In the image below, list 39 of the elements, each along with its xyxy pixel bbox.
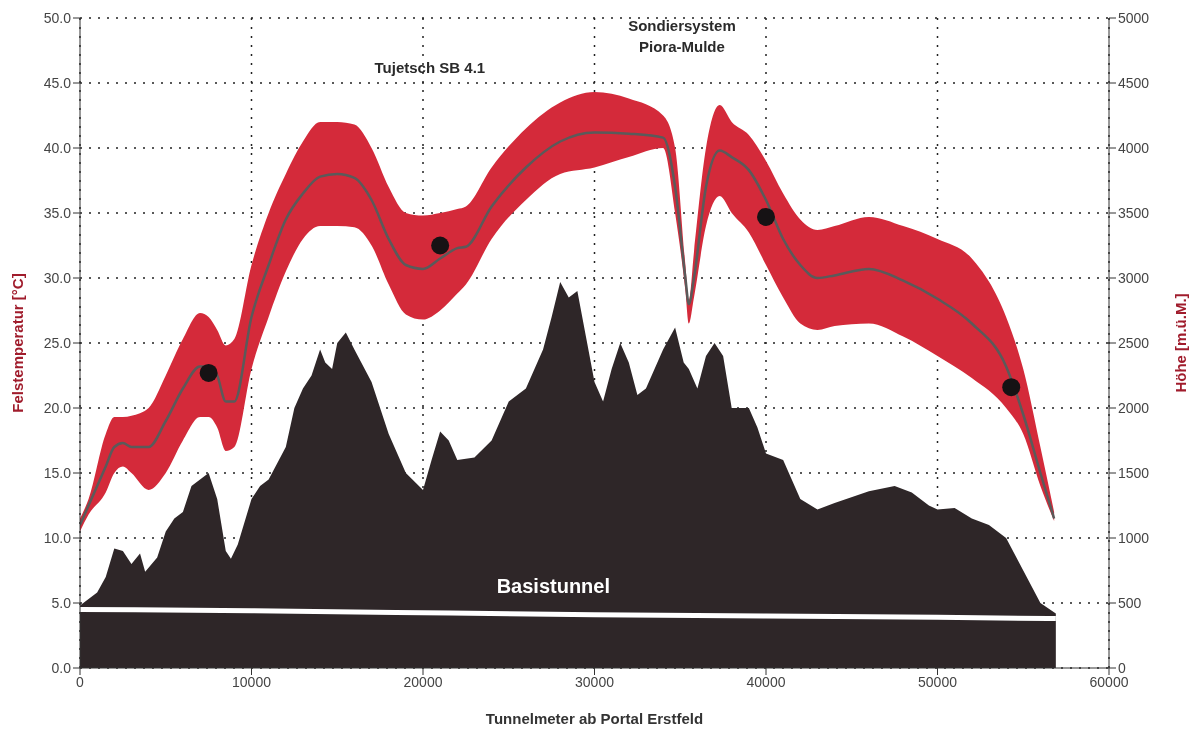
y-tick-label: 15.0 <box>43 464 72 481</box>
x-tick-label: 10000 <box>232 673 272 690</box>
y-tick-label: 25.0 <box>43 334 72 351</box>
y-tick-label: 35.0 <box>43 204 72 221</box>
point <box>431 236 450 255</box>
y2-tick-label: 4000 <box>1118 139 1150 156</box>
y-tick-label: 10.0 <box>43 529 72 546</box>
y-tick-label: 45.0 <box>43 74 72 91</box>
y-tick-label: 30.0 <box>43 269 72 286</box>
y2-tick-label: 3500 <box>1118 204 1150 221</box>
y-axis-title: Felstemperatur [°C] <box>9 273 27 413</box>
y2-tick-label: 2500 <box>1118 334 1150 351</box>
x-tick-label: 0 <box>76 673 85 690</box>
y2-tick-label: 1000 <box>1118 529 1150 546</box>
x-tick-label: 30000 <box>575 673 615 690</box>
annotation: Basistunnel <box>496 575 611 598</box>
y2-tick-label: 1500 <box>1118 464 1150 481</box>
y2-tick-label: 500 <box>1118 594 1142 611</box>
annotation: Tujetsch SB 4.1 <box>374 59 486 77</box>
y-tick-label: 40.0 <box>43 139 72 156</box>
y2-tick-label: 0 <box>1118 659 1126 676</box>
y2-axis-title: Höhe [m.ü.M.] <box>1172 293 1190 393</box>
y2-tick-label: 4500 <box>1118 74 1150 91</box>
point <box>1002 378 1021 397</box>
y-tick-label: 5.0 <box>51 594 72 611</box>
x-tick-label: 60000 <box>1089 673 1129 690</box>
annotation: Sondiersystem Piora-Mulde <box>628 17 736 55</box>
y2-tick-label: 3000 <box>1118 269 1150 286</box>
x-axis-title: Tunnelmeter ab Portal Erstfeld <box>485 710 704 727</box>
point <box>757 207 775 226</box>
x-tick-label: 40000 <box>746 673 786 690</box>
x-tick-label: 20000 <box>403 673 443 690</box>
y2-tick-label: 2000 <box>1118 399 1150 416</box>
y-tick-label: 20.0 <box>43 399 72 416</box>
point <box>199 363 218 382</box>
y2-tick-label: 5000 <box>1118 9 1150 26</box>
x-tick-label: 50000 <box>918 673 958 690</box>
y-tick-label: 0.0 <box>51 659 72 676</box>
y-tick-label: 50.0 <box>43 9 72 26</box>
